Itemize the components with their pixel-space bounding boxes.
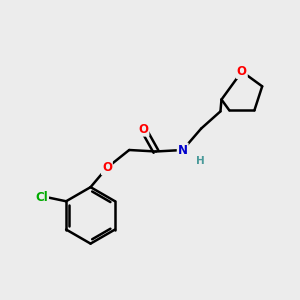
Text: O: O — [102, 161, 112, 174]
Text: O: O — [237, 65, 247, 78]
Text: N: N — [178, 143, 188, 157]
Text: Cl: Cl — [35, 191, 48, 204]
Text: H: H — [196, 156, 204, 166]
Text: O: O — [139, 123, 148, 136]
